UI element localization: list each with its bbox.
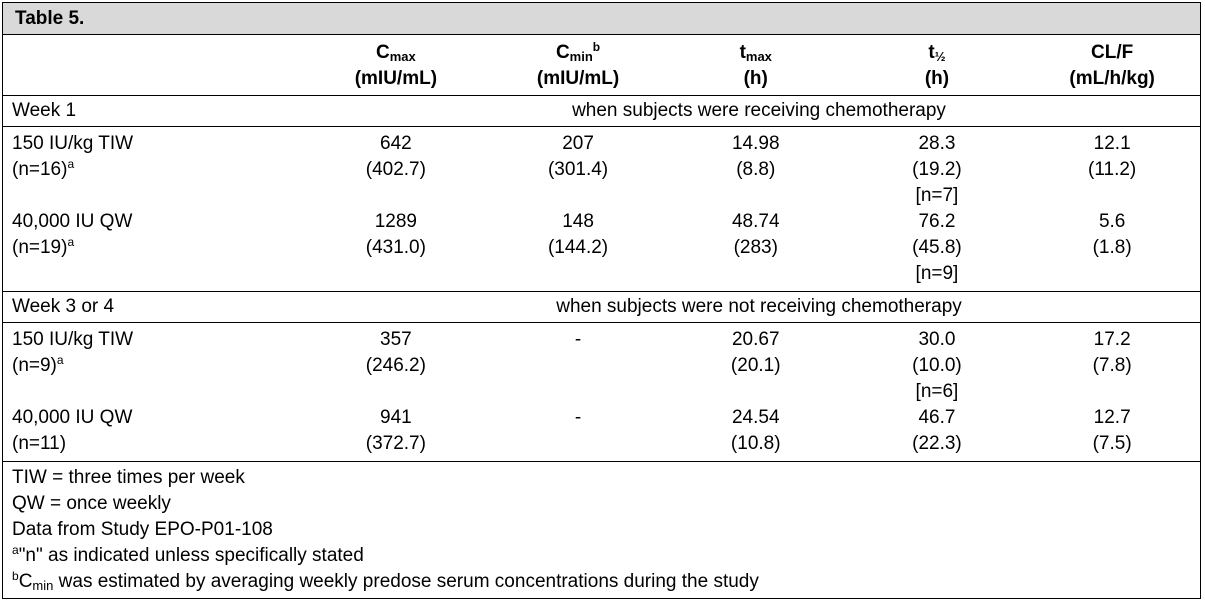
table-row: 40,000 IU QW (n=11) 941 (372.7) - 24.54 (1…: [3, 405, 1200, 457]
section-week-1-data: 150 IU/kg TIW (n=16)a 642 (402.7) 207 (301…: [3, 127, 1200, 292]
cmax-cell: 642 (402.7): [365, 133, 426, 180]
dose-cell: 40,000 IU QW (n=19)a: [12, 211, 133, 258]
section-description: when subjects were receiving chemotherap…: [572, 100, 946, 121]
cmax-cell: 1289 (431.0): [365, 211, 426, 258]
header-clf: CL/F (mL/h/kg): [1069, 42, 1155, 89]
section-label: Week 3 or 4: [12, 296, 115, 317]
header-cmin: Cminb (mIU/mL): [536, 40, 620, 89]
header-thalf: t½ (h): [924, 42, 950, 89]
thalf-cell: 46.7 (22.3): [912, 407, 962, 454]
section-week-3-or-4: Week 3 or 4 when subjects were not recei…: [3, 292, 1200, 323]
header-row: Cmax (mIU/mL) Cminb (mIU/mL) tmax (h) t½…: [3, 35, 1200, 96]
section-week-1: Week 1 when subjects were receiving chem…: [3, 96, 1200, 127]
section-week-3-or-4-data: 150 IU/kg TIW (n=9)a 357 (246.2) - 20.67(…: [3, 323, 1200, 462]
header-cmax: Cmax (mIU/mL): [354, 42, 438, 89]
tmax-cell: 20.67 (20.1): [730, 329, 781, 376]
dose-cell: 150 IU/kg TIW (n=9)a: [12, 329, 134, 376]
thalf-cell: 28.3 (19.2) [n=7]: [912, 133, 962, 206]
section-label: Week 1: [12, 100, 77, 121]
table-row: 150 IU/kg TIW (n=9)a 357 (246.2) - 20.67(…: [3, 327, 1200, 405]
footnote-tiw: TIW = three times per week: [12, 467, 245, 488]
cmin-cell: 148 (144.2): [547, 211, 609, 258]
dose-cell: 40,000 IU QW (n=11): [12, 407, 133, 454]
cmin-cell: 207 (301.4): [547, 133, 609, 180]
header-tmax: tmax (h): [739, 42, 772, 89]
footnote-qw: QW = once weekly: [12, 493, 171, 514]
clf-cell: 12.7 (7.5): [1092, 407, 1132, 454]
footnote-a: a"n" as indicated unless specifically st…: [12, 543, 364, 566]
clf-cell: 5.6 (1.8): [1092, 211, 1132, 258]
table-title: Table 5.: [3, 3, 1200, 35]
table-row: 150 IU/kg TIW (n=16)a 642 (402.7) 207 (301…: [3, 131, 1200, 209]
footnote-source: Data from Study EPO-P01-108: [12, 519, 273, 540]
thalf-cell: 30.0 (10.0) [n=6]: [912, 329, 962, 402]
tmax-cell: 24.54 (10.8): [730, 407, 781, 454]
footnote-b: bCmin was estimated by averaging weekly …: [12, 569, 759, 593]
cmin-cell: -: [574, 329, 582, 350]
cmin-cell: -: [574, 407, 582, 428]
thalf-cell: 76.2 (45.8) [n=9]: [912, 211, 962, 284]
section-description: when subjects were not receiving chemoth…: [556, 296, 962, 317]
cmax-cell: 941 (372.7): [365, 407, 426, 454]
clf-cell: 12.1 (11.2): [1088, 133, 1137, 180]
dose-cell: 150 IU/kg TIW (n=16)a: [12, 133, 134, 180]
clf-cell: 17.2 (7.8): [1092, 329, 1132, 376]
tmax-cell: 14.98 (8.8): [731, 133, 780, 180]
table-row: 40,000 IU QW (n=19)a 1289 (431.0) 148 (144…: [3, 209, 1200, 287]
footnotes: TIW = three times per week QW = once wee…: [3, 462, 1200, 595]
tmax-cell: 48.74 (283): [731, 211, 780, 258]
cmax-cell: 357 (246.2): [365, 329, 426, 376]
header-empty: [3, 35, 298, 95]
